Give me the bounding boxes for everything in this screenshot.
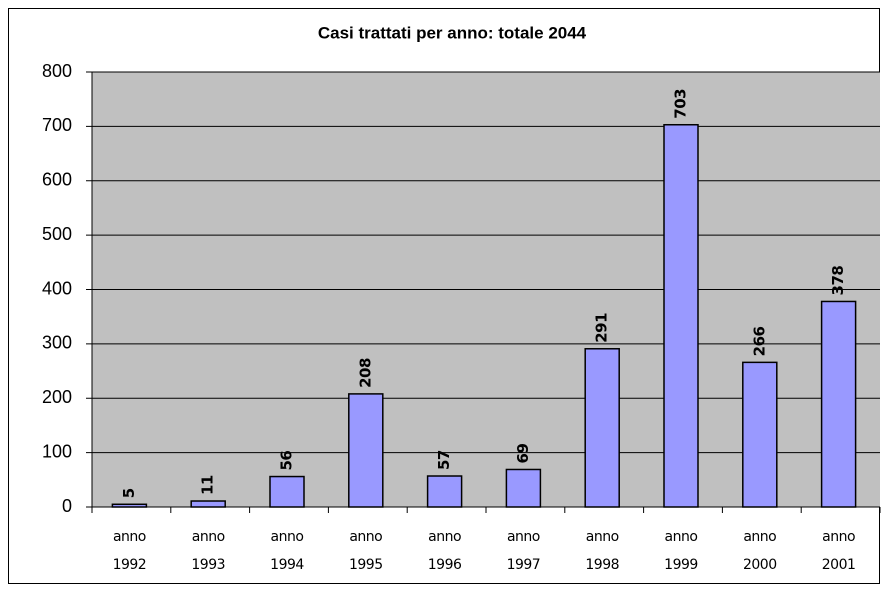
bar bbox=[663, 123, 699, 508]
y-tick-label: 400 bbox=[42, 278, 72, 298]
bar bbox=[584, 348, 620, 508]
y-tick-label: 300 bbox=[42, 333, 72, 353]
x-tick-label: 1998 bbox=[585, 557, 619, 573]
bar bbox=[111, 503, 148, 508]
x-tick-label: anno bbox=[743, 529, 776, 545]
x-tick-label: 1996 bbox=[428, 557, 462, 573]
x-tick-label: 1992 bbox=[113, 557, 147, 573]
bar bbox=[190, 500, 226, 508]
bar bbox=[742, 361, 778, 508]
y-tick-label: 800 bbox=[42, 61, 72, 81]
x-tick-label: anno bbox=[665, 529, 698, 545]
x-tick-label: 1997 bbox=[507, 557, 541, 573]
y-tick-label: 600 bbox=[42, 170, 72, 190]
y-tick-label: 0 bbox=[62, 496, 72, 516]
value-label: 69 bbox=[514, 444, 532, 464]
value-label: 5 bbox=[120, 488, 138, 498]
y-tick-label: 700 bbox=[42, 115, 72, 135]
x-tick-label: 1999 bbox=[664, 557, 698, 573]
x-tick-label: anno bbox=[192, 529, 225, 545]
x-tick-label: anno bbox=[428, 529, 461, 545]
value-label: 208 bbox=[356, 358, 374, 388]
bar bbox=[348, 393, 384, 508]
x-tick-label: 1993 bbox=[191, 557, 225, 573]
x-tick-label: 2001 bbox=[822, 557, 856, 573]
value-label: 57 bbox=[435, 450, 453, 470]
bar bbox=[426, 475, 463, 508]
y-tick-label: 100 bbox=[42, 441, 72, 461]
x-tick-label: anno bbox=[822, 529, 855, 545]
bar bbox=[505, 468, 542, 508]
x-tick-label: anno bbox=[507, 529, 540, 545]
bar bbox=[269, 475, 305, 508]
x-tick-label: anno bbox=[586, 529, 619, 545]
x-tick-label: anno bbox=[349, 529, 382, 545]
value-label: 378 bbox=[829, 266, 847, 296]
chart-title: Casi trattati per anno: totale 2044 bbox=[318, 23, 587, 42]
x-tick-label: 1995 bbox=[349, 557, 383, 573]
y-tick-label: 500 bbox=[42, 224, 72, 244]
x-tick-label: anno bbox=[113, 529, 146, 545]
value-label: 11 bbox=[199, 475, 217, 495]
value-label: 266 bbox=[750, 326, 768, 356]
y-tick-label: 200 bbox=[42, 387, 72, 407]
value-label: 703 bbox=[672, 89, 690, 119]
value-label: 56 bbox=[278, 451, 296, 471]
x-tick-label: 1994 bbox=[270, 557, 304, 573]
value-label: 291 bbox=[593, 313, 611, 343]
x-tick-label: 2000 bbox=[743, 557, 777, 573]
x-tick-label: anno bbox=[271, 529, 304, 545]
bar bbox=[820, 300, 857, 508]
